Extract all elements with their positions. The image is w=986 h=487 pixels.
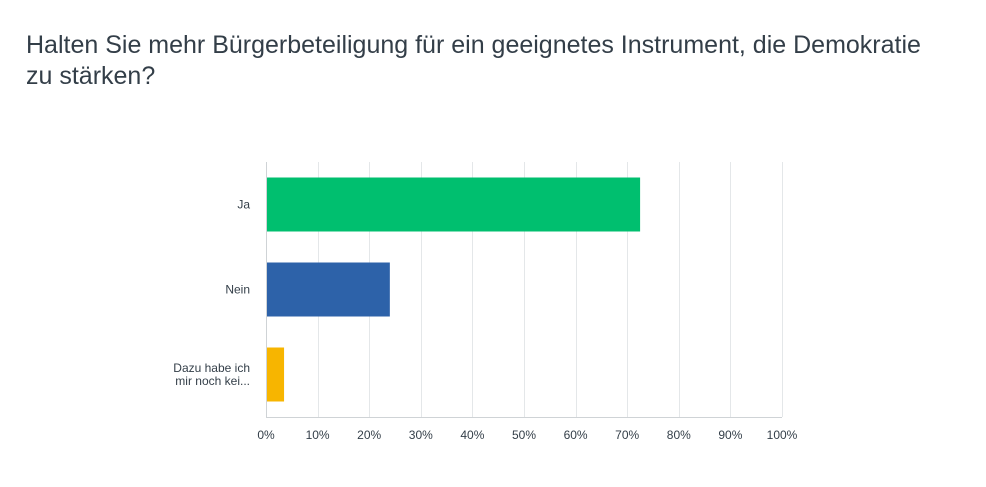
category-label: Nein <box>225 283 250 297</box>
bar <box>267 262 390 317</box>
x-tick-label: 100% <box>767 428 798 442</box>
bars <box>267 177 641 402</box>
x-tick-label: 0% <box>257 428 275 442</box>
x-tick-label: 40% <box>460 428 484 442</box>
x-tick-label: 10% <box>306 428 330 442</box>
x-tick-label: 20% <box>357 428 381 442</box>
x-tick-label: 50% <box>512 428 536 442</box>
x-tick-label: 70% <box>615 428 639 442</box>
bar <box>267 347 285 402</box>
category-label: mir noch kei... <box>175 374 250 388</box>
category-label: Dazu habe ich <box>173 361 250 375</box>
x-tick-labels: 0% 10% 20% 30% 40% 50% 60% 70% 80% 90% 100% <box>257 428 797 442</box>
chart-title: Halten Sie mehr Bürgerbeteiligung für ei… <box>26 31 921 90</box>
x-tick-label: 80% <box>667 428 691 442</box>
category-label: Ja <box>237 198 250 212</box>
x-tick-label: 90% <box>718 428 742 442</box>
bar <box>267 177 641 232</box>
x-tick-label: 30% <box>409 428 433 442</box>
x-tick-label: 60% <box>564 428 588 442</box>
